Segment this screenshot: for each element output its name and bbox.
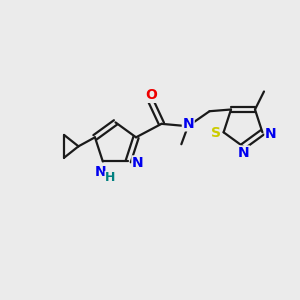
Text: H: H [105, 172, 116, 184]
Text: O: O [145, 88, 157, 102]
Text: N: N [132, 156, 144, 170]
Text: N: N [265, 127, 277, 141]
Text: S: S [211, 126, 221, 140]
Text: N: N [94, 165, 106, 179]
Text: N: N [238, 146, 249, 160]
Text: N: N [182, 117, 194, 131]
